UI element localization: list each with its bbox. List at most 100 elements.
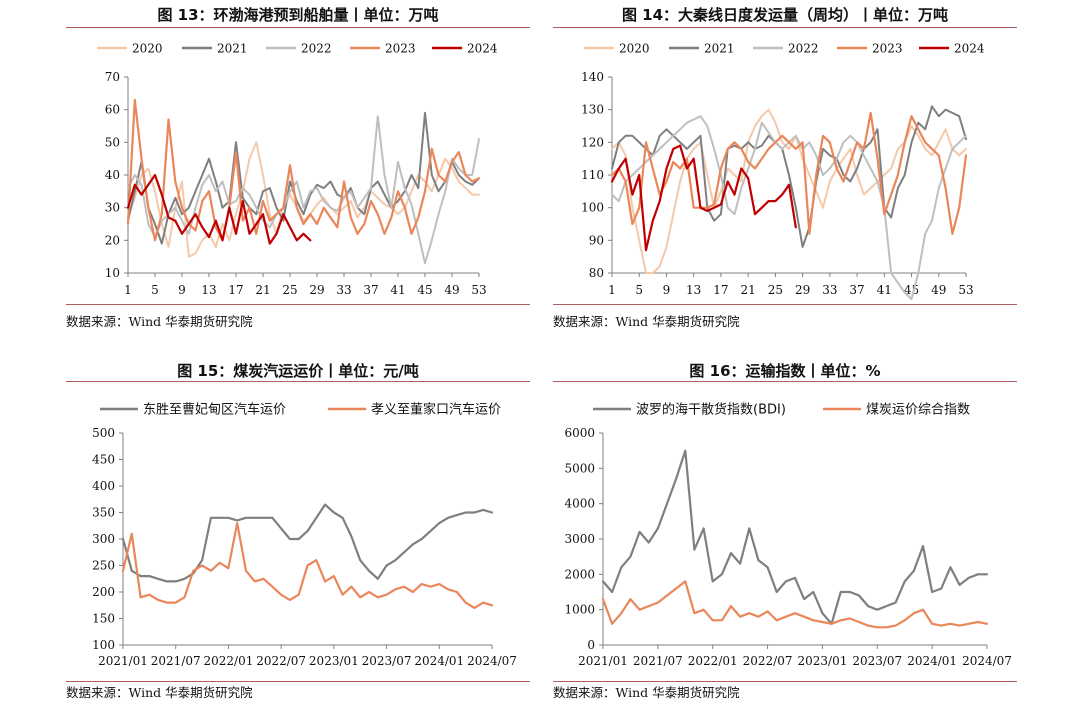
x-tick-label: 5 (151, 283, 159, 297)
x-tick-label: 2021/07 (151, 654, 201, 668)
chart-title: 图 13：环渤海港预到船舶量丨单位：万吨 (157, 6, 439, 24)
legend-label: 波罗的海干散货指数(BDI) (636, 402, 786, 418)
legend-label: 东胜至曹妃甸区汽车运价 (143, 402, 286, 418)
legend-label: 2024 (467, 42, 498, 56)
x-tick-label: 41 (390, 283, 405, 297)
series-line-2 (601, 580, 989, 629)
x-tick-label: 5 (635, 283, 643, 297)
y-tick-label: 3000 (564, 532, 595, 546)
y-tick-label: 6000 (564, 426, 595, 440)
legend-label: 孝义至董家口汽车运价 (371, 402, 501, 418)
y-tick-label: 20 (105, 233, 120, 247)
y-tick-label: 10 (105, 266, 120, 280)
x-tick-label: 2023/01 (797, 654, 847, 668)
x-tick-label: 2021/01 (98, 654, 148, 668)
legend-label: 2020 (132, 42, 163, 56)
series-line-5 (610, 144, 797, 252)
legend-label: 2023 (385, 42, 416, 56)
legend-label: 2021 (704, 42, 735, 56)
legend-label: 2022 (301, 42, 332, 56)
series-line-4 (126, 98, 481, 242)
chart-title: 图 16：运输指数丨单位：% (689, 362, 881, 380)
y-tick-label: 150 (92, 612, 115, 626)
source-note: 数据来源：Wind 华泰期货研究院 (66, 314, 253, 329)
y-tick-label: 4000 (564, 497, 595, 511)
x-tick-label: 9 (178, 283, 186, 297)
y-tick-label: 100 (581, 201, 604, 215)
x-tick-label: 2022/01 (688, 654, 738, 668)
x-tick-label: 29 (795, 283, 810, 297)
x-tick-label: 2023/01 (309, 654, 359, 668)
source-note: 数据来源：Wind 华泰期货研究院 (553, 685, 740, 700)
x-tick-label: 2022/01 (203, 654, 253, 668)
figure-15-panel: 图 15：煤炭汽运运价丨单位：元/吨 100 150 200 250 300 350 400… (66, 355, 530, 710)
legend-label: 2020 (619, 42, 650, 56)
source-rule (66, 304, 530, 305)
x-tick-label: 37 (363, 283, 378, 297)
x-tick-label: 33 (822, 283, 837, 297)
x-tick-label: 17 (713, 283, 728, 297)
x-tick-label: 13 (686, 283, 701, 297)
series-line-4 (610, 111, 968, 235)
source-note: 数据来源：Wind 华泰期货研究院 (553, 314, 740, 329)
legend-label: 2023 (872, 42, 903, 56)
y-tick-label: 90 (589, 233, 604, 247)
x-tick-label: 25 (282, 283, 297, 297)
legend-label: 煤炭运价综合指数 (866, 403, 970, 418)
legend-label: 2021 (217, 42, 248, 56)
y-tick-label: 80 (589, 266, 604, 280)
x-tick-label: 2022/07 (743, 654, 793, 668)
y-tick-label: 200 (92, 585, 115, 599)
figure-13-panel: 图 13：环渤海港预到船舶量丨单位：万吨 10 20 30 40 50 60 70 1 5 9 13… (66, 0, 530, 334)
title-rule (66, 381, 530, 382)
legend-label: 2024 (954, 42, 985, 56)
x-tick-label: 2024/01 (907, 654, 957, 668)
chart-title: 图 15：煤炭汽运运价丨单位：元/吨 (177, 362, 419, 380)
series-line-1 (121, 503, 494, 583)
source-rule (553, 304, 1017, 305)
x-tick-label: 53 (958, 283, 973, 297)
y-tick-label: 2000 (564, 567, 595, 581)
series-line-1 (127, 141, 480, 258)
y-tick-label: 300 (92, 532, 115, 546)
x-tick-label: 45 (417, 283, 432, 297)
figure-14-panel: 图 14：大秦线日度发运量（周均）丨单位：万吨 80 90 100 110 120 130… (553, 0, 1017, 334)
y-tick-label: 130 (581, 103, 604, 117)
y-tick-label: 400 (92, 479, 115, 493)
series-line-3 (127, 115, 480, 265)
y-tick-label: 140 (581, 70, 604, 84)
x-tick-label: 29 (309, 283, 324, 297)
y-tick-label: 40 (105, 168, 120, 182)
x-tick-label: 21 (255, 283, 270, 297)
y-tick-label: 120 (581, 135, 604, 149)
x-tick-label: 49 (931, 283, 946, 297)
x-tick-label: 2024/01 (414, 654, 464, 668)
y-tick-label: 250 (92, 559, 115, 573)
x-tick-label: 21 (741, 283, 756, 297)
chart-16-plot: 0 1000 2000 3000 4000 5000 6000 2021/01 2021/07 2… (564, 402, 1011, 669)
x-tick-label: 2024/07 (467, 654, 517, 668)
y-tick-label: 450 (92, 453, 115, 467)
x-tick-label: 2021/01 (578, 654, 628, 668)
source-rule (66, 681, 530, 682)
x-tick-label: 13 (201, 283, 216, 297)
x-tick-label: 49 (444, 283, 459, 297)
title-rule (66, 27, 530, 28)
x-tick-label: 2023/07 (852, 654, 902, 668)
title-rule (553, 381, 1017, 382)
x-tick-label: 37 (849, 283, 864, 297)
series-line-1 (601, 449, 989, 625)
figure-16-panel: 图 16：运输指数丨单位：% 0 1000 2000 3000 4000 5000 6000… (553, 355, 1017, 710)
legend-label: 2022 (788, 42, 819, 56)
chart-13-plot: 10 20 30 40 50 60 70 1 5 9 13 17 21 25 29 33 37 41 45 49 53 2… (97, 42, 498, 297)
x-tick-label: 25 (768, 283, 783, 297)
y-tick-label: 0 (587, 638, 595, 652)
source-note: 数据来源：Wind 华泰期货研究院 (66, 685, 253, 700)
series-line-2 (127, 111, 480, 245)
y-tick-label: 500 (92, 426, 115, 440)
y-tick-label: 350 (92, 506, 115, 520)
y-tick-label: 50 (105, 135, 120, 149)
x-tick-label: 1 (608, 283, 616, 297)
source-rule (553, 681, 1017, 682)
